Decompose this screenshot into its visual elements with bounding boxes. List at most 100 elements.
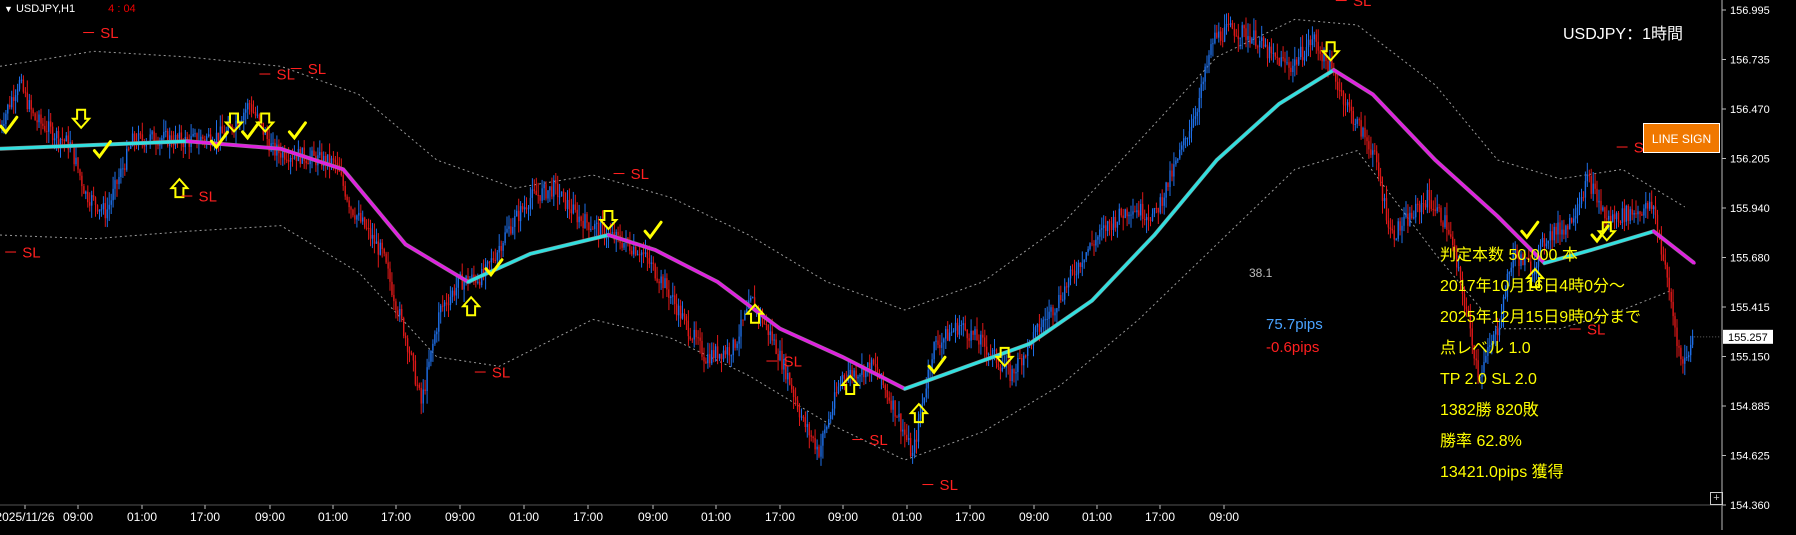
candle-body <box>802 416 805 418</box>
candle-body <box>814 438 816 450</box>
candle-body <box>1496 328 1499 336</box>
candle-body <box>599 222 602 236</box>
expand-icon[interactable]: + <box>1710 492 1723 505</box>
candle-body <box>701 340 703 357</box>
candle-body <box>1147 217 1150 220</box>
candle-body <box>586 214 588 223</box>
ma-segment <box>1215 102 1281 162</box>
candle-body <box>1598 200 1600 203</box>
sell-arrow-icon <box>254 112 276 134</box>
sl-label: － SL <box>289 61 327 78</box>
candle-body <box>79 169 81 176</box>
stat-line: TP 2.0 SL 2.0 <box>1440 371 1537 388</box>
candle-body <box>510 226 512 234</box>
candle-body <box>722 350 725 360</box>
candle-body <box>1567 225 1569 230</box>
stat-line: 点レベル 1.0 <box>1440 340 1531 357</box>
candle-body <box>1085 252 1087 260</box>
candle-body <box>36 120 38 123</box>
candle-body <box>13 97 15 101</box>
candle-body <box>1175 160 1177 165</box>
candle-body <box>1064 286 1066 300</box>
time-tick-label: 09:00 <box>638 510 668 524</box>
candle-body <box>340 171 342 176</box>
candle-body <box>1290 67 1292 72</box>
sell-arrow-icon <box>1320 41 1341 62</box>
candle-body <box>293 156 296 159</box>
candle-body <box>1551 231 1553 241</box>
candle-body <box>243 112 245 121</box>
candle-body <box>999 367 1001 371</box>
candle-body <box>1257 46 1259 48</box>
candle-body <box>631 250 633 255</box>
candle-body <box>1019 358 1021 359</box>
candle-body <box>436 331 438 335</box>
candle-body <box>157 143 159 146</box>
candle-body <box>172 143 175 146</box>
candle-body <box>763 323 766 325</box>
candle-body <box>44 125 46 131</box>
candle-body <box>449 297 452 305</box>
candle-body <box>635 246 637 255</box>
candle-body <box>1161 197 1163 206</box>
buy-arrow-icon <box>839 374 861 395</box>
candle-body <box>1169 170 1171 187</box>
ma-segment <box>716 280 782 331</box>
candle-body <box>1420 203 1423 213</box>
candle-body <box>1159 197 1161 213</box>
candle-body <box>1557 222 1559 235</box>
candle-body <box>1179 149 1181 159</box>
candle-body <box>1643 208 1645 216</box>
candle-body <box>915 439 918 442</box>
band-upper-line <box>0 18 1686 311</box>
candle-body <box>1352 111 1354 125</box>
candle-body <box>96 205 99 212</box>
candle-body <box>962 323 964 325</box>
candle-body <box>1633 213 1635 215</box>
candle-body <box>1417 203 1419 205</box>
candle-body <box>516 210 518 216</box>
candle-body <box>948 332 951 341</box>
candle-body <box>387 262 389 269</box>
sl-label: － SL <box>850 432 888 449</box>
dropdown-triangle-icon[interactable]: ▼ <box>4 4 13 14</box>
line-sign-button[interactable]: LINE SIGN <box>1643 123 1720 153</box>
candle-body <box>1186 138 1189 140</box>
candle-body <box>1245 28 1247 40</box>
candle-body <box>1198 98 1200 113</box>
candle-body <box>126 148 128 170</box>
candle-body <box>1163 197 1165 206</box>
candle-body <box>707 354 709 364</box>
candle-body <box>354 215 356 220</box>
candle-body <box>512 226 514 234</box>
candle-body <box>611 232 613 234</box>
candle-body <box>787 373 789 380</box>
ma-segment <box>1371 92 1437 162</box>
candle-body <box>1294 59 1296 66</box>
candle-body <box>716 346 719 359</box>
candle-body <box>1424 203 1427 208</box>
candle-body <box>51 126 54 141</box>
candle-body <box>675 303 678 316</box>
candle-body <box>1489 345 1491 347</box>
candle-body <box>792 389 795 398</box>
stat-line: 13421.0pips 獲得 <box>1440 464 1564 481</box>
candle-body <box>256 114 259 116</box>
candle-body <box>913 439 916 453</box>
candle-body <box>726 347 728 355</box>
ma-segment <box>606 233 657 252</box>
candle-body <box>830 415 832 419</box>
candle-body <box>617 231 619 236</box>
candle-body <box>473 274 475 278</box>
candle-body <box>1498 326 1501 336</box>
candle-body <box>1268 46 1271 59</box>
time-tick-label: 17:00 <box>381 510 411 524</box>
candle-body <box>941 342 943 348</box>
candle-body <box>1450 234 1452 237</box>
candle-body <box>1678 346 1680 348</box>
candle-body <box>153 131 155 143</box>
candle-body <box>389 268 391 282</box>
candle-body <box>114 180 116 189</box>
